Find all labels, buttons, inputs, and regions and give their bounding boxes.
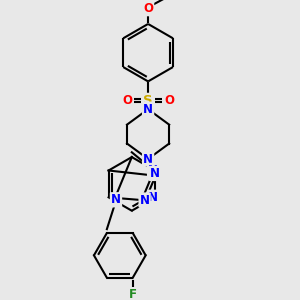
Text: F: F — [129, 289, 137, 300]
Text: N: N — [143, 103, 153, 116]
Text: S: S — [143, 94, 153, 107]
Text: O: O — [164, 94, 174, 107]
Text: N: N — [150, 167, 160, 180]
Text: O: O — [143, 2, 153, 15]
Text: N: N — [111, 193, 121, 206]
Text: N: N — [148, 191, 158, 204]
Text: N: N — [140, 194, 150, 207]
Text: O: O — [122, 94, 132, 107]
Text: N: N — [148, 164, 158, 177]
Text: N: N — [143, 152, 153, 166]
